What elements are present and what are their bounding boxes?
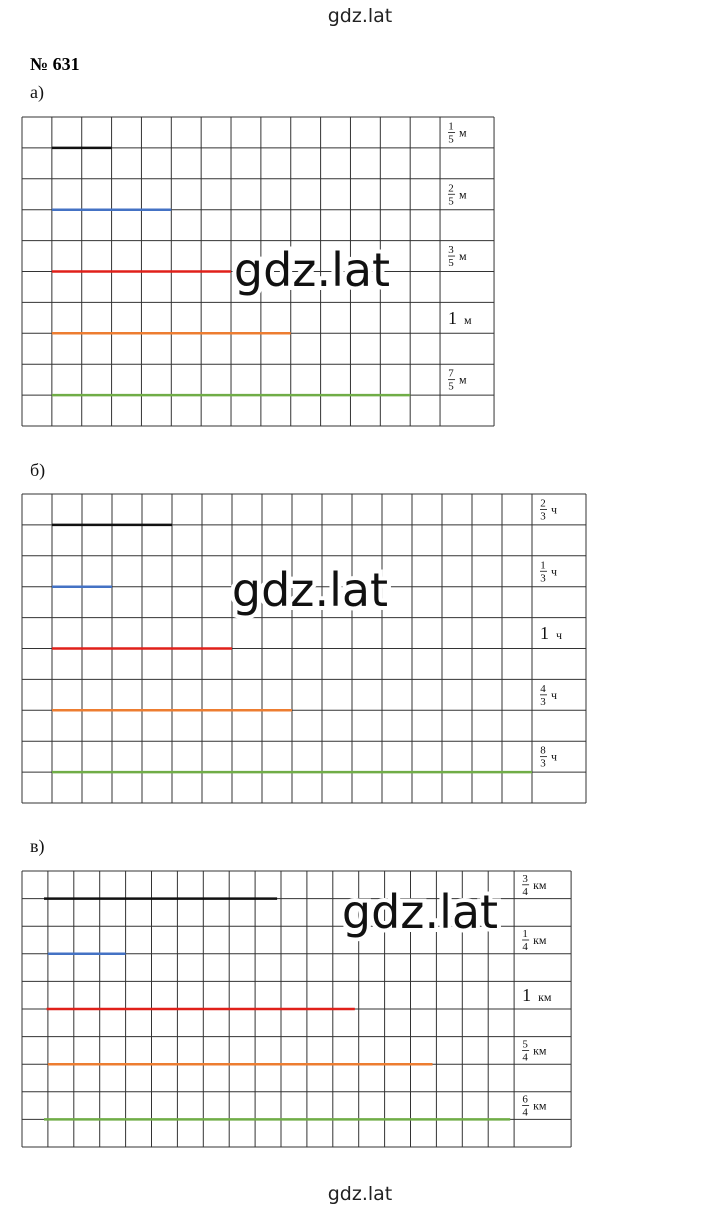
length-unit: км	[533, 1099, 547, 1113]
fraction-denominator: 5	[448, 257, 454, 269]
length-unit: км	[538, 990, 552, 1004]
fraction-denominator: 4	[522, 886, 528, 898]
length-unit: км	[533, 933, 547, 947]
fraction-denominator: 3	[540, 572, 546, 584]
fraction-denominator: 4	[522, 941, 528, 953]
fraction-numerator: 7	[448, 368, 454, 380]
fraction-numerator: 3	[522, 873, 528, 885]
length-whole: 1	[540, 623, 549, 643]
length-unit: ч	[556, 628, 562, 642]
part-label: в)	[30, 836, 45, 857]
fraction-numerator: 1	[448, 120, 454, 132]
fraction-denominator: 5	[448, 133, 454, 145]
fraction-numerator: 2	[448, 182, 454, 194]
length-whole: 1	[448, 308, 457, 328]
site-footer: gdz.lat	[328, 1183, 393, 1205]
part-label: а)	[30, 82, 44, 103]
site-header: gdz.lat	[328, 5, 393, 27]
length-unit: м	[464, 313, 472, 327]
length-unit: м	[459, 187, 467, 201]
watermark: gdz.lat	[232, 563, 388, 617]
watermark: gdz.lat	[342, 885, 498, 939]
fraction-denominator: 4	[522, 1051, 528, 1063]
fraction-numerator: 3	[448, 244, 454, 256]
fraction-numerator: 6	[522, 1094, 528, 1106]
watermark: gdz.lat	[234, 243, 390, 297]
length-unit: км	[533, 878, 547, 892]
fraction-denominator: 5	[448, 195, 454, 207]
length-unit: ч	[551, 502, 557, 516]
length-whole: 1	[522, 985, 531, 1005]
fraction-numerator: 4	[540, 683, 546, 695]
length-unit: м	[459, 373, 467, 387]
fraction-denominator: 3	[540, 510, 546, 522]
fraction-numerator: 1	[540, 559, 546, 571]
fraction-denominator: 3	[540, 696, 546, 708]
fraction-denominator: 5	[448, 381, 454, 393]
length-unit: ч	[551, 688, 557, 702]
fraction-numerator: 2	[540, 497, 546, 509]
fraction-numerator: 5	[522, 1038, 528, 1050]
length-unit: км	[533, 1043, 547, 1057]
length-unit: м	[459, 249, 467, 263]
fraction-numerator: 8	[540, 745, 546, 757]
length-unit: ч	[551, 750, 557, 764]
length-unit: м	[459, 125, 467, 139]
problem-number: № 631	[30, 54, 80, 74]
fraction-numerator: 1	[522, 928, 528, 940]
length-unit: ч	[551, 564, 557, 578]
fraction-denominator: 4	[522, 1107, 528, 1119]
fraction-denominator: 3	[540, 758, 546, 770]
part-label: б)	[30, 460, 45, 481]
